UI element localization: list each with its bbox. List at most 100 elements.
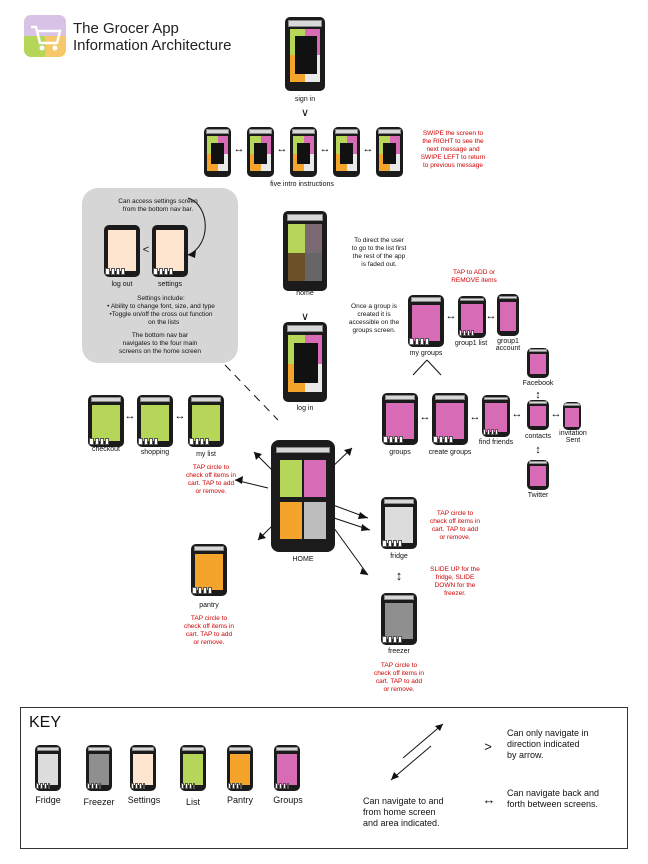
phone-invitation bbox=[563, 402, 581, 430]
note-tap-add-remove: TAP to ADD or REMOVE items bbox=[451, 269, 497, 284]
label-group1-account: group1 account bbox=[495, 338, 521, 352]
double-arrow-icon: ↔ bbox=[482, 792, 496, 807]
note-tap-pantry: TAP circle to check off items in cart. T… bbox=[183, 615, 235, 646]
key-label-settings: Settings bbox=[127, 795, 161, 805]
phone-intro-3 bbox=[290, 127, 317, 177]
key-two-way: Can navigate back and forth between scre… bbox=[507, 788, 600, 809]
phone-intro-4 bbox=[333, 127, 360, 177]
arrow-icon: ↔ bbox=[362, 143, 374, 155]
page-title: The Grocer App Information Architecture bbox=[73, 20, 231, 54]
label-shopping: shopping bbox=[140, 449, 170, 456]
cart-icon bbox=[31, 25, 62, 51]
phone-shopping bbox=[137, 395, 173, 447]
phone-find-friends bbox=[482, 395, 510, 437]
phone-HOME bbox=[271, 440, 335, 552]
arrow-icon: ↕ bbox=[535, 389, 541, 401]
phone-groups bbox=[382, 393, 418, 445]
phone-group1-account bbox=[497, 294, 519, 336]
chevron-down-icon: ∨ bbox=[300, 311, 310, 323]
chevron-right-icon: > bbox=[484, 739, 492, 754]
app-logo bbox=[24, 15, 66, 57]
label-my-groups: my groups bbox=[409, 350, 443, 357]
phone-fridge bbox=[381, 497, 417, 549]
label-log-in: log in bbox=[296, 405, 314, 412]
phone-facebook bbox=[527, 348, 549, 378]
label-fridge: fridge bbox=[390, 553, 408, 560]
key-phone-pantry bbox=[227, 745, 253, 791]
arrow-icon: ↔ bbox=[174, 410, 186, 422]
arrow-icon: ↔ bbox=[419, 411, 431, 423]
phone-settings bbox=[152, 225, 188, 277]
label-log-out: log out bbox=[111, 281, 133, 288]
label-settings: settings bbox=[157, 281, 183, 288]
note-tap-freezer: TAP circle to check off items in cart. T… bbox=[373, 662, 425, 693]
key-label-groups: Groups bbox=[273, 795, 303, 805]
key-phone-settings bbox=[130, 745, 156, 791]
arrow-icon: ↔ bbox=[319, 143, 331, 155]
phone-my-list bbox=[188, 395, 224, 447]
note-direct-user: To direct the user to go to the list fir… bbox=[351, 237, 407, 268]
note-group-created: Once a group is created it is accessible… bbox=[348, 303, 400, 334]
note-settings-include: Settings include: • Ability to change fo… bbox=[107, 295, 215, 326]
phone-create-groups bbox=[432, 393, 468, 445]
note-swipe: SWIPE the screen to the RIGHT to see the… bbox=[420, 130, 486, 169]
chevron-left-icon: < bbox=[142, 244, 150, 256]
key-phone-fridge bbox=[35, 745, 61, 791]
chevron-down-icon: ∨ bbox=[300, 107, 310, 119]
phone-checkout bbox=[88, 395, 124, 447]
arrow-icon: ↕ bbox=[395, 568, 403, 583]
label-checkout: checkout bbox=[91, 446, 121, 453]
arrow-icon: ↔ bbox=[445, 310, 457, 322]
label-home: home bbox=[296, 290, 314, 297]
note-settings-access: Can access settings screen from the bott… bbox=[118, 198, 198, 213]
arrow-icon: ↕ bbox=[535, 444, 541, 456]
label-pantry: pantry bbox=[199, 602, 219, 609]
arrow-icon: ↔ bbox=[233, 143, 245, 155]
arrow-icon: ↔ bbox=[511, 408, 523, 420]
phone-sign-in bbox=[285, 17, 325, 91]
label-group1-list: group1 list bbox=[454, 340, 488, 347]
phone-freezer bbox=[381, 593, 417, 645]
key-label-fridge: Fridge bbox=[35, 795, 61, 805]
label-find-friends: find friends bbox=[478, 439, 514, 446]
note-tap-fridge: TAP circle to check off items in cart. T… bbox=[429, 510, 481, 541]
key-phone-groups bbox=[274, 745, 300, 791]
key-phone-freezer bbox=[86, 745, 112, 791]
phone-log-in bbox=[283, 322, 327, 402]
arrow-icon: ↔ bbox=[276, 143, 288, 155]
phone-twitter bbox=[527, 460, 549, 490]
key-one-way: Can only navigate in direction indicated… bbox=[507, 728, 589, 760]
key-label-pantry: Pantry bbox=[226, 795, 253, 805]
key-phone-list bbox=[180, 745, 206, 791]
label-my-list: my list bbox=[196, 451, 216, 458]
key-home-nav: Can navigate to and from home screen and… bbox=[363, 796, 444, 828]
label-five-intro: five intro instructions bbox=[270, 181, 334, 188]
phone-intro-2 bbox=[247, 127, 274, 177]
phone-home-faded bbox=[283, 211, 327, 291]
double-diagonal-arrows-icon bbox=[390, 723, 444, 781]
phone-intro-5 bbox=[376, 127, 403, 177]
phone-contacts bbox=[527, 400, 549, 430]
label-twitter: Twitter bbox=[527, 492, 549, 499]
arrow-icon: ↔ bbox=[485, 310, 497, 322]
phone-intro-1 bbox=[204, 127, 231, 177]
key-label-list: List bbox=[185, 797, 200, 807]
arrow-icon: ↔ bbox=[124, 410, 136, 422]
label-sign-in: sign in bbox=[294, 96, 316, 103]
label-groups: groups bbox=[389, 449, 411, 456]
phone-log-out bbox=[104, 225, 140, 277]
note-slide: SLIDE UP for the fridge, SLIDE DOWN for … bbox=[430, 566, 480, 597]
label-freezer: freezer bbox=[388, 648, 410, 655]
key-title: KEY bbox=[29, 714, 62, 731]
phone-pantry bbox=[191, 544, 227, 596]
label-HOME: HOME bbox=[292, 556, 314, 563]
title-line-1: The Grocer App bbox=[73, 20, 179, 37]
key-label-freezer: Freezer bbox=[83, 797, 115, 807]
arrow-icon: ↔ bbox=[550, 408, 562, 420]
phone-group1-list bbox=[458, 296, 486, 338]
phone-my-groups bbox=[408, 295, 444, 347]
label-contacts: contacts bbox=[524, 433, 552, 440]
label-create-groups: create groups bbox=[428, 449, 472, 456]
note-tap-list: TAP circle to check off items in cart. T… bbox=[185, 464, 237, 495]
